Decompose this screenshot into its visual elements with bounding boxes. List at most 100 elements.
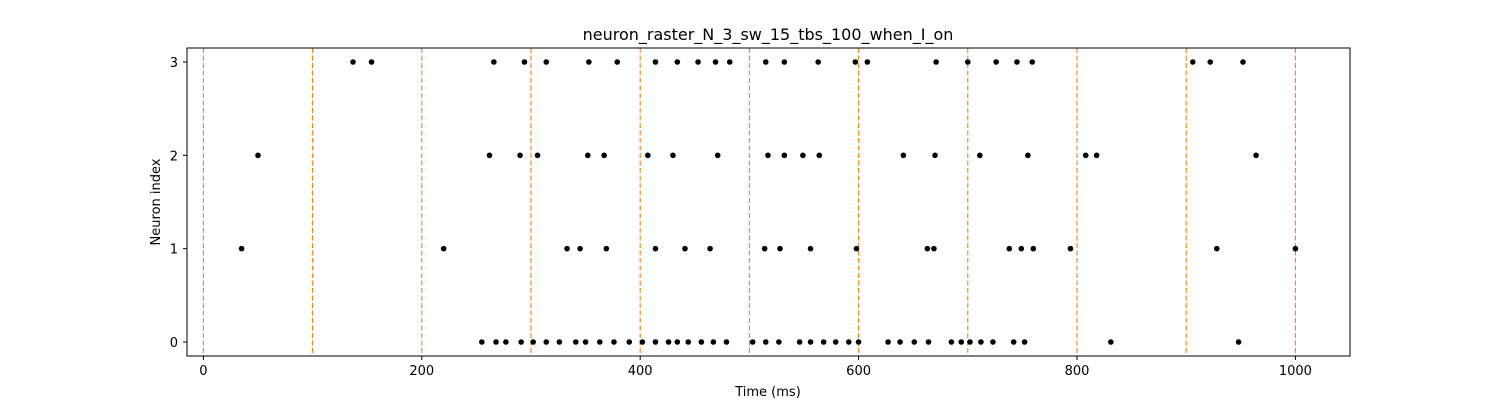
- spike-point: [698, 339, 705, 345]
- spike-point: [670, 152, 676, 159]
- spike-point: [762, 59, 769, 65]
- spike-point: [1213, 245, 1220, 252]
- plot-area: 0 200 400 600 800 1000 0 1 2 3: [170, 47, 1351, 379]
- spike-point: [948, 339, 955, 345]
- spike-point: [521, 59, 528, 65]
- spike-point: [674, 339, 681, 345]
- spike-point: [556, 339, 563, 345]
- spike-point: [1029, 59, 1036, 65]
- spike-point: [682, 245, 688, 252]
- spike-point: [781, 59, 788, 65]
- spike-point: [1025, 152, 1031, 159]
- plot-frame: [186, 47, 1351, 357]
- spike-point: [572, 339, 579, 345]
- spike-point: [1082, 152, 1089, 159]
- y-tick-label: 3: [170, 56, 178, 71]
- spike-point: [652, 245, 659, 252]
- spike-point: [900, 152, 907, 159]
- spike-point: [685, 339, 692, 345]
- spike-point: [517, 152, 523, 159]
- spike-point: [807, 339, 814, 345]
- spike-point: [958, 339, 965, 345]
- spike-point: [645, 152, 651, 159]
- spike-point: [933, 59, 939, 65]
- spike-point: [1235, 339, 1242, 345]
- y-tick-label: 2: [170, 149, 178, 164]
- spike-point: [777, 245, 783, 252]
- spike-point: [800, 152, 806, 159]
- spike-point: [710, 339, 717, 345]
- spike-point: [932, 152, 938, 159]
- spike-point: [1021, 339, 1028, 345]
- y-tick-label: 1: [170, 243, 178, 258]
- spike-point: [368, 59, 375, 65]
- spike-point: [781, 152, 788, 159]
- spike-point: [864, 59, 871, 65]
- spike-point: [993, 59, 999, 65]
- spike-point: [712, 59, 719, 65]
- spike-point: [832, 339, 839, 345]
- spike-point: [530, 339, 536, 345]
- spike-point: [853, 245, 860, 252]
- spike-point: [674, 59, 681, 65]
- x-tick-label: 1000: [1279, 364, 1312, 379]
- spike-point: [582, 339, 589, 345]
- spike-point: [543, 339, 550, 345]
- spike-point: [1014, 59, 1020, 65]
- spike-point: [964, 59, 971, 65]
- spike-point: [503, 339, 509, 345]
- spike-point: [1189, 59, 1196, 65]
- spike-point: [707, 245, 713, 252]
- spike-point: [652, 59, 659, 65]
- spike-point: [816, 152, 823, 159]
- spike-point: [820, 339, 827, 345]
- spike-point: [596, 339, 603, 345]
- x-tick-label: 0: [199, 364, 207, 379]
- spike-point: [543, 59, 550, 65]
- spike-point: [714, 152, 721, 159]
- spike-point: [924, 245, 931, 252]
- spike-point: [776, 339, 782, 345]
- spike-point: [440, 245, 447, 252]
- spike-point: [726, 59, 733, 65]
- spike-point: [815, 59, 821, 65]
- spike-point: [614, 59, 621, 65]
- spike-point: [925, 339, 932, 345]
- spike-point: [749, 339, 756, 345]
- spike-point: [1010, 339, 1017, 345]
- chart-title: neuron_raster_N_3_sw_15_tbs_100_when_I_o…: [583, 25, 954, 45]
- spike-point: [845, 339, 852, 345]
- spike-point: [238, 245, 245, 252]
- spike-point: [1240, 59, 1246, 65]
- spike-point: [586, 59, 592, 65]
- spike-point: [479, 339, 485, 345]
- spike-point: [762, 339, 769, 345]
- spike-point: [855, 339, 862, 345]
- spike-point: [1006, 245, 1013, 252]
- spike-point: [897, 339, 903, 345]
- spike-point: [564, 245, 570, 252]
- y-tick-label: 0: [170, 336, 178, 351]
- spike-point: [765, 152, 771, 159]
- spike-point: [1067, 245, 1074, 252]
- spike-point: [652, 339, 659, 345]
- spike-point: [639, 339, 646, 345]
- spike-point: [1108, 339, 1114, 345]
- spike-point: [852, 59, 859, 65]
- spike-point: [978, 339, 984, 345]
- spike-point: [761, 245, 768, 252]
- spike-point: [695, 59, 701, 65]
- spike-point: [1207, 59, 1214, 65]
- spike-point: [665, 339, 672, 345]
- spike-point: [603, 245, 610, 252]
- spike-point: [518, 339, 524, 345]
- spike-point: [911, 339, 918, 345]
- spike-point: [931, 245, 937, 252]
- spike-point: [486, 152, 493, 159]
- spike-point: [534, 152, 541, 159]
- spike-point: [255, 152, 261, 159]
- spike-point: [1030, 245, 1037, 252]
- spike-point: [350, 59, 356, 65]
- spike-point: [885, 339, 891, 345]
